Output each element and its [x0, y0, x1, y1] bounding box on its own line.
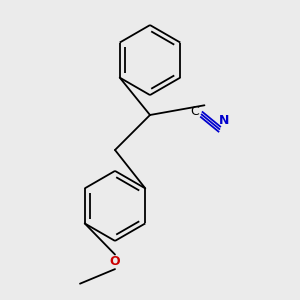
Text: C: C [190, 105, 199, 118]
Text: O: O [110, 255, 120, 268]
Text: N: N [219, 114, 229, 127]
